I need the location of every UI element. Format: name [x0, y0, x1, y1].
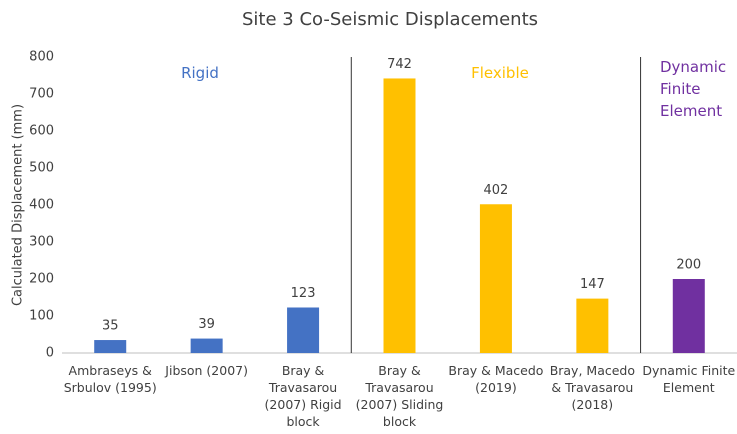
y-tick-label: 800 [29, 50, 54, 65]
bar [576, 298, 609, 353]
annotation: Flexible [471, 64, 529, 82]
y-tick-label: 600 [29, 124, 54, 139]
value-label: 402 [484, 183, 509, 198]
x-tick-label: Dynamic Finite Element [642, 363, 736, 395]
x-tick-label: Bray & Travasarou (2007) Sliding block [355, 363, 444, 429]
value-label: 35 [102, 319, 119, 334]
value-label: 39 [198, 317, 215, 332]
y-tick-label: 200 [29, 272, 54, 287]
x-tick-label: Bray & Travasarou (2007) Rigid block [264, 363, 342, 429]
x-tick-label: Bray & Macedo (2019) [448, 363, 544, 395]
y-axis-label: Calculated Displacement (mm) [11, 104, 26, 306]
x-tick-label: Ambraseys & Srbulov (1995) [63, 363, 157, 395]
value-label: 742 [387, 57, 412, 72]
value-label: 147 [580, 277, 605, 292]
chart-title: Site 3 Co-Seismic Displacements [242, 9, 538, 30]
x-tick-label: Bray, Macedo & Travasarou (2018) [549, 363, 635, 412]
y-tick-label: 0 [46, 346, 54, 361]
bar [190, 338, 223, 353]
y-tick-label: 500 [29, 161, 54, 176]
y-tick-label: 100 [29, 309, 54, 324]
x-tick-label: Jibson (2007) [165, 363, 248, 378]
value-label: 200 [676, 258, 701, 273]
y-tick-label: 400 [29, 198, 54, 213]
bar [94, 340, 127, 353]
y-tick-label: 700 [29, 87, 54, 102]
y-tick-label: 300 [29, 235, 54, 250]
bar [479, 204, 512, 353]
bar [287, 307, 320, 353]
value-label: 123 [291, 286, 316, 301]
annotation: Dynamic Finite Element [660, 58, 727, 120]
bar [672, 279, 705, 353]
annotation: Rigid [181, 64, 219, 82]
bar [383, 78, 416, 354]
